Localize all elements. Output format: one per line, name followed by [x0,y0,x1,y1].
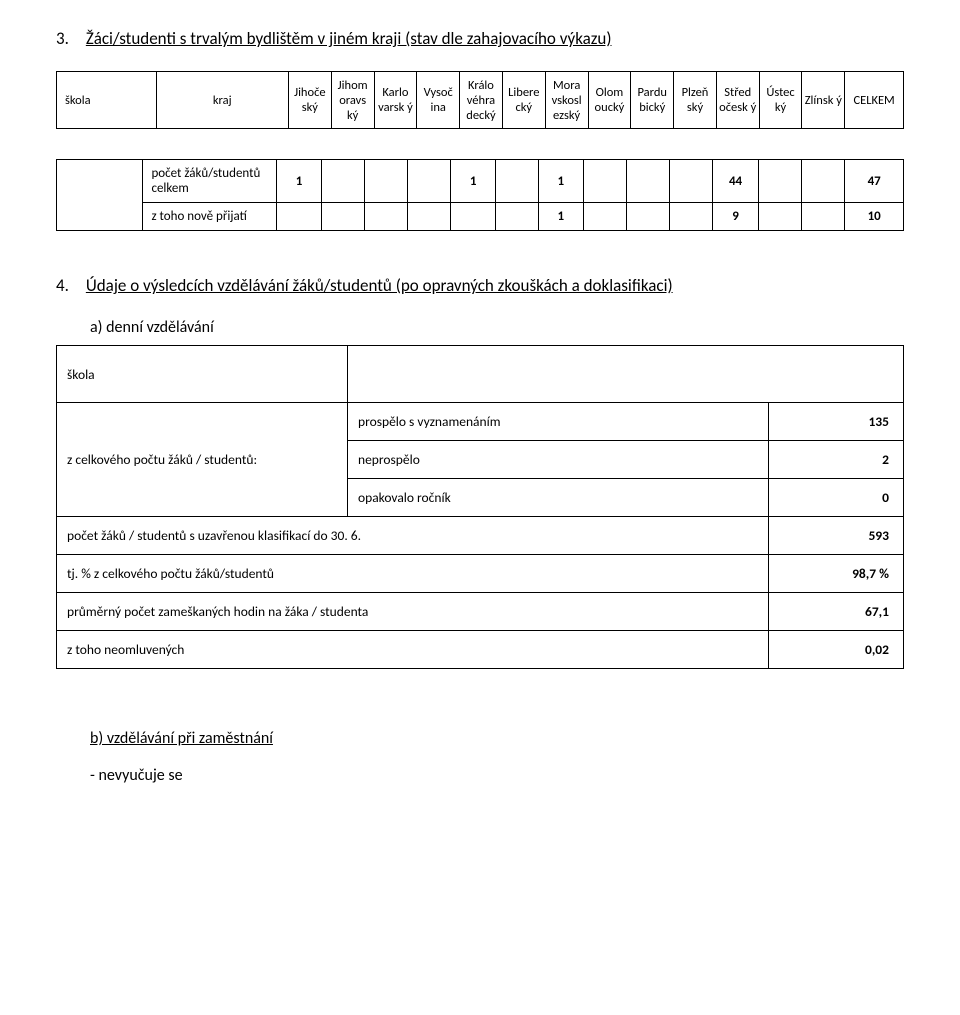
cell: 9 [713,203,759,231]
row-label: z toho nově přijatí [143,203,277,231]
section-4a-subtitle: a) denní vzdělávání [90,318,904,337]
cell [759,203,802,231]
cell [669,203,712,231]
table-row: počet žáků/studentů celkem 1 1 1 44 47 [57,160,904,203]
regions-data-table: počet žáků/studentů celkem 1 1 1 44 47 z… [56,159,904,231]
region-col: Mora vskosl ezský [545,72,588,129]
region-col: Vysoč ina [417,72,460,129]
row-mid: neprospělo [348,441,769,479]
row-val: 0 [769,479,904,517]
region-col: Střed očesk ý [716,72,759,129]
cell [365,160,408,203]
cell [277,203,322,231]
col-skola: škola [57,72,157,129]
cell [408,203,451,231]
row-val: 67,1 [769,593,904,631]
section-3-title: 3. Žáci/studenti s trvalým bydlištěm v j… [56,28,904,49]
cell [451,203,496,231]
cell: 1 [539,203,584,231]
row-group-blank [57,160,143,231]
row-full-label: průměrný počet zameškaných hodin na žáka… [57,593,769,631]
cell [802,160,845,203]
section-3-number: 3. [56,28,82,49]
table-row: počet žáků / studentů s uzavřenou klasif… [57,517,904,555]
row-val: 135 [769,403,904,441]
region-col: Zlínsk ý [802,72,845,129]
row-label: počet žáků/studentů celkem [143,160,277,203]
cell [408,160,451,203]
group-label: z celkového počtu žáků / studentů: [57,403,348,517]
cell-total: 47 [845,160,904,203]
section-4b-note: - nevyučuje se [90,766,904,785]
section-4-heading: Údaje o výsledcích vzdělávání žáků/stude… [86,275,673,296]
cell [495,160,538,203]
cell [583,160,626,203]
section-4b-subtitle: b) vzdělávání při zaměstnání [90,729,904,748]
region-col: Karlo varsk ý [374,72,417,129]
table-row: tj. % z celkového počtu žáků/studentů 98… [57,555,904,593]
cell-total: 10 [845,203,904,231]
cell: 1 [539,160,584,203]
row-mid: opakovalo ročník [348,479,769,517]
region-col: Olom oucký [588,72,631,129]
section-3-heading: Žáci/studenti s trvalým bydlištěm v jiné… [86,28,612,49]
cell: 1 [451,160,496,203]
regions-header-table: škola kraj Jihoče ský Jihom oravs ký Kar… [56,71,904,129]
cell: 1 [277,160,322,203]
table-row: z celkového počtu žáků / studentů: prosp… [57,403,904,441]
row-val: 2 [769,441,904,479]
cell [802,203,845,231]
cell [669,160,712,203]
cell [321,160,364,203]
region-col: Plzeň ský [674,72,717,129]
section-4-number: 4. [56,275,82,296]
region-col: Jihom oravs ký [331,72,374,129]
skola-label: škola [57,346,348,403]
cell [626,203,669,231]
row-val: 98,7 % [769,555,904,593]
cell [321,203,364,231]
table-row: průměrný počet zameškaných hodin na žáka… [57,593,904,631]
cell [626,160,669,203]
cell [583,203,626,231]
results-table: škola z celkového počtu žáků / studentů:… [56,345,904,669]
section-4-title: 4. Údaje o výsledcích vzdělávání žáků/st… [56,275,904,296]
cell [495,203,538,231]
table-row: z toho neomluvených 0,02 [57,631,904,669]
skola-blank [348,346,904,403]
row-full-label: počet žáků / studentů s uzavřenou klasif… [57,517,769,555]
cell: 44 [713,160,759,203]
row-val: 0,02 [769,631,904,669]
region-col: Králo véhra decký [460,72,503,129]
region-col-total: CELKEM [845,72,904,129]
table-row-school: škola [57,346,904,403]
region-col: Ústec ký [759,72,802,129]
col-kraj: kraj [156,72,288,129]
cell [759,160,802,203]
region-col: Jihoče ský [288,72,331,129]
row-val: 593 [769,517,904,555]
row-full-label: z toho neomluvených [57,631,769,669]
row-mid: prospělo s vyznamenáním [348,403,769,441]
region-col: Libere cký [502,72,545,129]
region-col: Pardu bický [631,72,674,129]
cell [365,203,408,231]
row-full-label: tj. % z celkového počtu žáků/studentů [57,555,769,593]
table-row: z toho nově přijatí 1 9 10 [57,203,904,231]
